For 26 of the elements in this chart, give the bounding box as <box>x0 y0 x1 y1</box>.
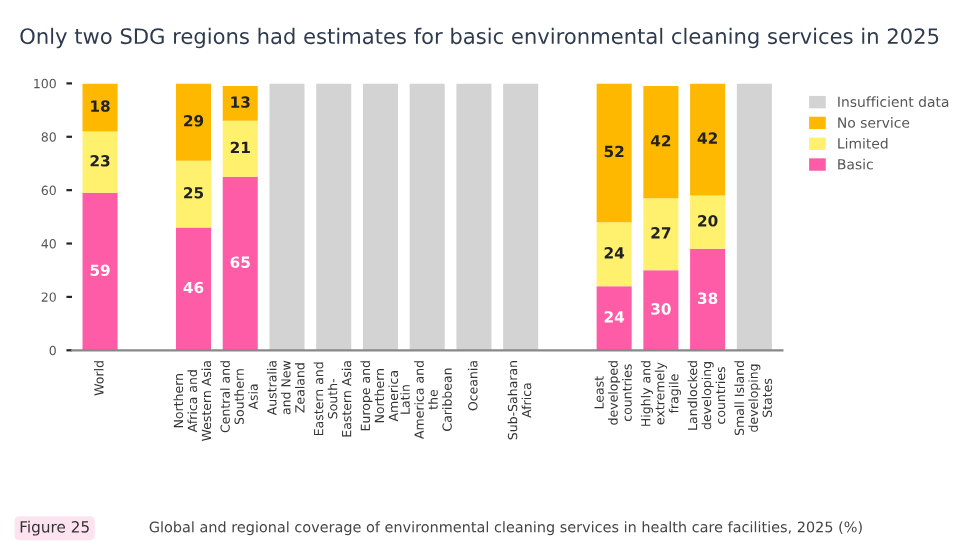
bar <box>596 286 632 351</box>
bar <box>175 160 212 228</box>
bar <box>82 131 118 193</box>
chart-title: Only two SDG regions had estimates for basic environmental cleaning services in 2025 <box>20 27 939 49</box>
bar <box>82 192 118 351</box>
bar <box>736 83 772 351</box>
bar <box>503 83 539 351</box>
bar <box>316 83 352 351</box>
bar <box>456 83 492 351</box>
bar <box>690 248 726 351</box>
bar <box>690 83 726 196</box>
bar <box>175 227 212 351</box>
bar <box>643 198 679 271</box>
bar <box>82 83 118 132</box>
bar <box>596 222 632 287</box>
bar <box>222 176 258 351</box>
bar <box>222 120 258 177</box>
bar <box>596 83 632 223</box>
bar <box>409 83 445 351</box>
bar <box>362 83 398 351</box>
bar <box>175 83 212 161</box>
bar <box>643 270 679 351</box>
bar <box>222 86 258 121</box>
bar <box>643 86 679 199</box>
bar <box>269 83 305 351</box>
bar <box>690 195 726 249</box>
